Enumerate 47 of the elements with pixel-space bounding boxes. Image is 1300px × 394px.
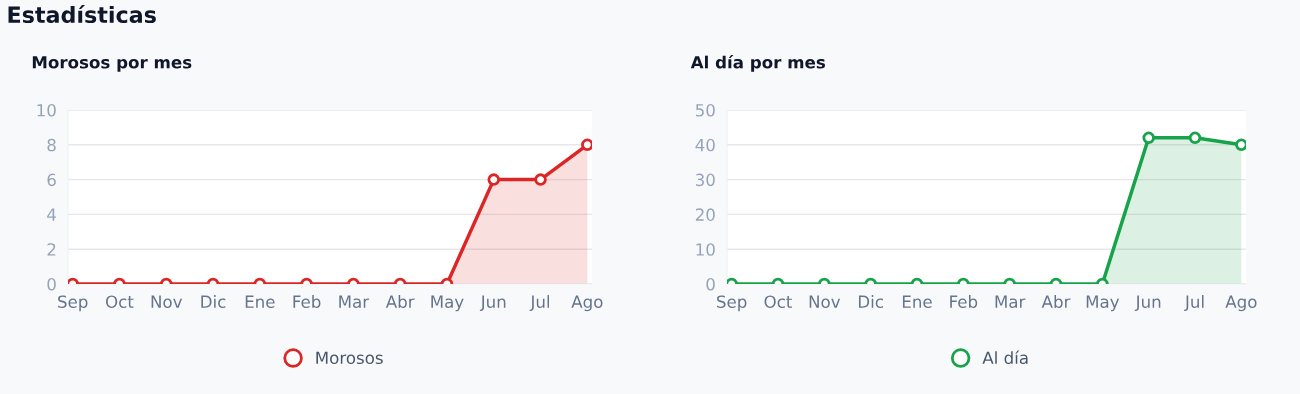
y-tick-label: 0 [47, 277, 56, 291]
x-tick-label: Abr [385, 295, 415, 309]
text: Estadísticas [8, 5, 156, 24]
point [1142, 131, 1155, 145]
x-tick-label: Ago [1225, 295, 1257, 312]
x-tick-label: Abr [1041, 295, 1071, 309]
x-tick-label: Dic [858, 295, 883, 309]
y-tick-label: 20 [695, 208, 715, 221]
x-tick-label: Jul [529, 295, 550, 312]
x-tick-label: Mar [995, 295, 1026, 309]
x-tick-label: Dic [201, 295, 226, 309]
x-tick-label: Sep [58, 295, 88, 312]
y-tick-label: 4 [47, 208, 56, 221]
x-tick-label: May [431, 295, 464, 312]
x-tick-label: Jul [1184, 295, 1204, 312]
y-tick-label: 10 [696, 243, 715, 256]
x-tick-label: Oct [105, 295, 134, 309]
x-tick-label: Ene [902, 295, 932, 309]
x-tick-label: May [1086, 295, 1120, 312]
y-tick-label: 0 [706, 277, 715, 291]
chart-title: Morosos por mes [32, 56, 192, 72]
y-tick-label: 30 [695, 173, 715, 187]
point [1188, 131, 1202, 145]
x-tick-label: Oct [764, 295, 792, 309]
y-tick-label: 6 [47, 173, 56, 187]
chart-title: Al día por mes [690, 55, 825, 72]
y-tick-label: 2 [47, 243, 56, 256]
x-tick-label: Sep [717, 295, 747, 312]
point [487, 173, 500, 186]
y-tick-label: 8 [47, 138, 56, 152]
x-tick-label: Nov [809, 295, 841, 309]
y-tick-label: 10 [37, 103, 56, 117]
x-tick-label: Ene [245, 295, 275, 309]
point [534, 173, 547, 186]
legend-label: Al día [982, 350, 1028, 365]
y-tick-label: 40 [695, 138, 715, 152]
x-tick-label: Nov [151, 295, 183, 309]
legend-label: Morosos [316, 351, 383, 365]
y-tick-label: 50 [695, 103, 715, 117]
x-tick-label: Mar [339, 295, 370, 309]
point [581, 138, 592, 152]
x-tick-label: Jun [479, 295, 506, 312]
x-tick-label: Feb [293, 295, 321, 309]
x-tick-label: Ago [571, 295, 603, 312]
x-tick-label: Feb [950, 295, 978, 309]
x-tick-label: Jun [1134, 295, 1161, 312]
point [1235, 138, 1246, 152]
